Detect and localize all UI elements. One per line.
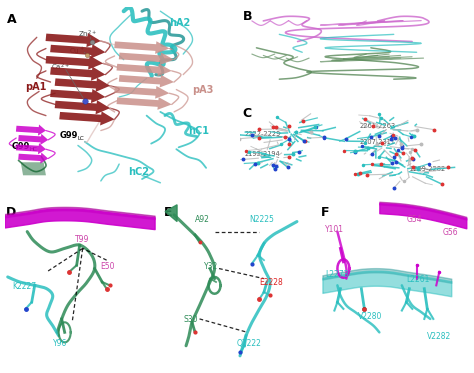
Text: E: E	[164, 207, 172, 219]
Polygon shape	[18, 134, 48, 145]
Polygon shape	[16, 143, 46, 154]
Text: LC: LC	[78, 136, 85, 141]
Text: E2228: E2228	[259, 278, 283, 287]
Polygon shape	[117, 64, 172, 76]
Polygon shape	[55, 78, 110, 92]
Text: hC2: hC2	[128, 167, 149, 177]
Polygon shape	[50, 89, 105, 103]
Text: Ca$^{2+}$: Ca$^{2+}$	[51, 62, 70, 73]
Text: G99: G99	[60, 131, 78, 140]
Text: 2222-2229: 2222-2229	[245, 131, 281, 137]
Polygon shape	[46, 33, 101, 47]
Text: N2225: N2225	[249, 214, 274, 223]
Polygon shape	[114, 86, 170, 98]
Text: Y32: Y32	[204, 261, 219, 270]
Text: E50: E50	[100, 261, 115, 270]
Text: F: F	[321, 207, 329, 219]
Text: V2280: V2280	[358, 312, 383, 321]
Text: hA2: hA2	[170, 18, 191, 28]
Text: B: B	[243, 10, 252, 23]
Polygon shape	[55, 100, 110, 114]
Text: A92: A92	[195, 214, 210, 223]
Polygon shape	[119, 75, 174, 87]
Text: K2227: K2227	[12, 282, 36, 291]
Text: Y101: Y101	[326, 225, 345, 233]
Polygon shape	[16, 125, 46, 136]
Text: Q2222: Q2222	[237, 339, 262, 348]
Text: 2193-2194: 2193-2194	[245, 151, 281, 157]
Text: L2273: L2273	[326, 270, 349, 279]
Text: 2269-2282: 2269-2282	[410, 166, 446, 172]
Text: A: A	[7, 13, 17, 26]
Polygon shape	[21, 162, 46, 175]
Text: C: C	[243, 107, 252, 120]
Text: Y96: Y96	[53, 339, 67, 348]
Text: G56: G56	[442, 228, 458, 237]
Text: V2282: V2282	[427, 332, 452, 341]
Text: HC: HC	[30, 147, 38, 152]
Polygon shape	[50, 44, 105, 58]
Text: 2261-2263: 2261-2263	[359, 123, 395, 129]
Polygon shape	[114, 41, 170, 54]
Polygon shape	[59, 112, 115, 125]
Text: pA1: pA1	[25, 82, 47, 91]
Text: G54: G54	[406, 214, 422, 223]
Polygon shape	[46, 56, 103, 69]
Text: G99: G99	[11, 142, 30, 151]
Text: Zn$^{2+}$: Zn$^{2+}$	[78, 29, 97, 40]
Text: Cu$^+$: Cu$^+$	[69, 45, 85, 56]
Text: pA3: pA3	[192, 85, 214, 95]
Text: L2261: L2261	[406, 275, 430, 284]
Polygon shape	[119, 53, 174, 65]
Polygon shape	[18, 153, 48, 164]
Text: D: D	[6, 207, 17, 219]
Text: hC1: hC1	[188, 126, 209, 136]
Text: S30: S30	[183, 315, 198, 324]
Polygon shape	[117, 97, 172, 110]
Text: T99: T99	[75, 235, 90, 244]
Text: 2307-2311: 2307-2311	[359, 139, 395, 145]
Polygon shape	[165, 205, 177, 222]
Polygon shape	[50, 67, 105, 81]
